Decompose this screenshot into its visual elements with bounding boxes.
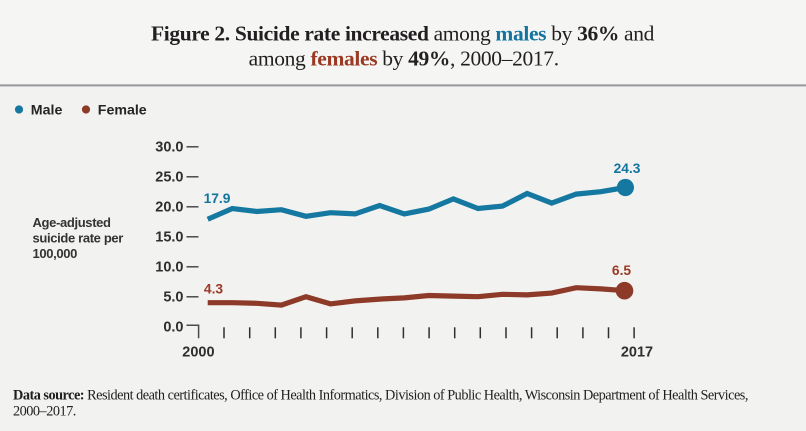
svg-text:Figure 2. Suicide rate increas: Figure 2. Suicide rate increased among m… — [151, 22, 655, 46]
svg-text:2000–2017.: 2000–2017. — [13, 404, 76, 420]
svg-text:6.5: 6.5 — [612, 263, 632, 278]
svg-text:25.0: 25.0 — [155, 170, 183, 186]
svg-text:2017: 2017 — [621, 345, 653, 361]
svg-text:5.0: 5.0 — [163, 290, 183, 306]
svg-text:4.3: 4.3 — [204, 282, 224, 297]
svg-text:17.9: 17.9 — [204, 191, 231, 206]
svg-text:among females by 49%, 2000–201: among females by 49%, 2000–2017. — [249, 47, 559, 71]
svg-text:20.0: 20.0 — [155, 200, 183, 216]
svg-text:24.3: 24.3 — [614, 161, 641, 176]
svg-text:10.0: 10.0 — [155, 260, 183, 276]
svg-text:2000: 2000 — [182, 345, 214, 361]
svg-text:Data source: Resident death ce: Data source: Resident death certificates… — [13, 387, 748, 403]
svg-text:suicide rate per: suicide rate per — [33, 231, 124, 246]
svg-text:Female: Female — [98, 103, 147, 119]
svg-text:Male: Male — [31, 103, 63, 119]
svg-text:0.0: 0.0 — [163, 320, 183, 336]
svg-text:Age-adjusted: Age-adjusted — [33, 215, 112, 230]
svg-text:15.0: 15.0 — [155, 230, 183, 246]
svg-text:30.0: 30.0 — [155, 140, 183, 156]
svg-text:100,000: 100,000 — [33, 246, 78, 261]
